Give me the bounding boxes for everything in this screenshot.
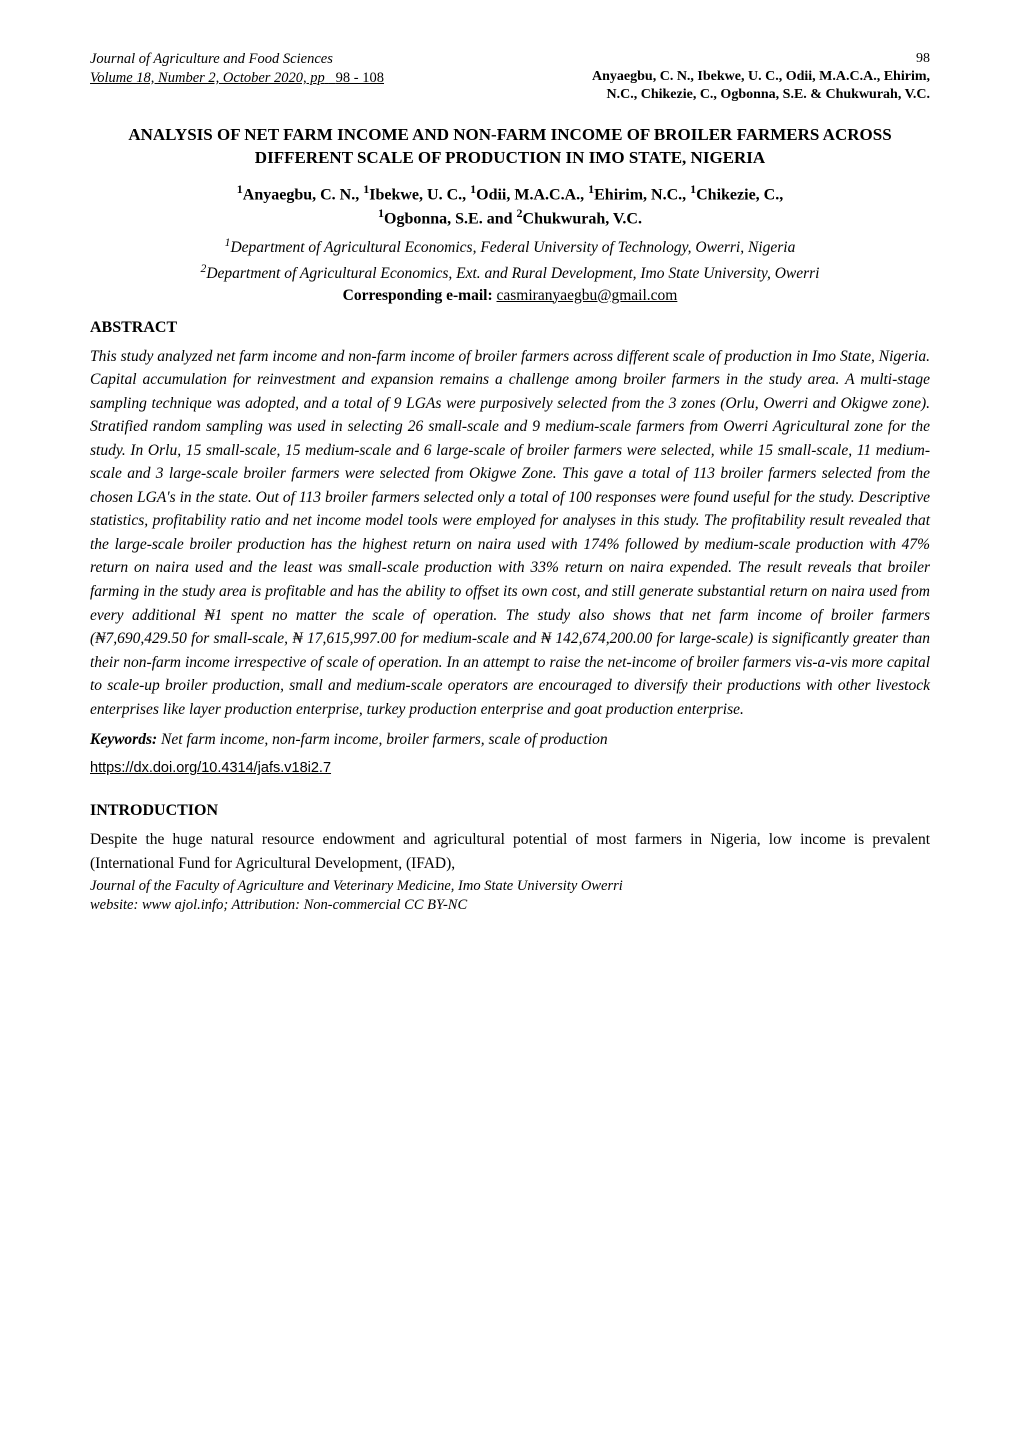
journal-name: Journal of Agriculture and Food Sciences xyxy=(90,51,333,67)
paper-title: ANALYSIS OF NET FARM INCOME AND NON-FARM… xyxy=(90,123,930,171)
doi-link[interactable]: https://dx.doi.org/10.4314/jafs.v18i2.7 xyxy=(90,760,331,776)
abstract-body: This study analyzed net farm income and … xyxy=(90,345,930,722)
keywords: Keywords: Net farm income, non-farm inco… xyxy=(90,731,930,749)
header-authors-line1: Anyaegbu, C. N., Ibekwe, U. C., Odii, M.… xyxy=(592,69,930,84)
authors-line1: 1Anyaegbu, C. N., 1Ibekwe, U. C., 1Odii,… xyxy=(90,182,930,204)
page-number: 98 xyxy=(592,50,930,68)
abstract-heading: ABSTRACT xyxy=(90,319,930,337)
affiliation-2-text: Department of Agricultural Economics, Ex… xyxy=(206,265,819,282)
corresponding-email: Corresponding e-mail: casmiranyaegbu@gma… xyxy=(90,287,930,305)
keywords-content: Net farm income, non-farm income, broile… xyxy=(157,731,607,748)
affiliation-2: 2Department of Agricultural Economics, E… xyxy=(90,261,930,285)
journal-volume: Volume 18, Number 2, October 2020, pp xyxy=(90,70,325,86)
header-authors-line2: N.C., Chikezie, C., Ogbonna, S.E. & Chuk… xyxy=(607,87,931,102)
page-footer: Journal of the Faculty of Agriculture an… xyxy=(90,877,930,916)
journal-info: Journal of Agriculture and Food Sciences… xyxy=(90,50,384,88)
introduction-heading: INTRODUCTION xyxy=(90,802,930,820)
keywords-label: Keywords: xyxy=(90,731,157,748)
authors-line2: 1Ogbonna, S.E. and 2Chukwurah, V.C. xyxy=(90,206,930,228)
affiliation-1: 1Department of Agricultural Economics, F… xyxy=(90,235,930,259)
corresponding-email-address[interactable]: casmiranyaegbu@gmail.com xyxy=(497,287,678,304)
page-header: Journal of Agriculture and Food Sciences… xyxy=(90,50,930,105)
footer-line1: Journal of the Faculty of Agriculture an… xyxy=(90,878,623,894)
page-range: 98 - 108 xyxy=(336,70,384,86)
header-authors: 98 Anyaegbu, C. N., Ibekwe, U. C., Odii,… xyxy=(592,50,930,105)
affiliation-1-text: Department of Agricultural Economics, Fe… xyxy=(230,239,795,256)
introduction-body: Despite the huge natural resource endowm… xyxy=(90,828,930,875)
corresponding-label: Corresponding e-mail: xyxy=(343,287,497,304)
footer-line2: website: www ajol.info; Attribution: Non… xyxy=(90,897,467,913)
